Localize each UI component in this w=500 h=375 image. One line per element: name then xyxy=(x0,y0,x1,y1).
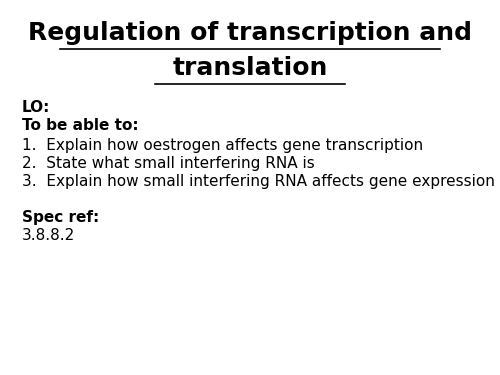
Text: Regulation of transcription and: Regulation of transcription and xyxy=(28,21,472,45)
Text: 2.  State what small interfering RNA is: 2. State what small interfering RNA is xyxy=(22,156,315,171)
Text: Spec ref:: Spec ref: xyxy=(22,210,99,225)
Text: 1.  Explain how oestrogen affects gene transcription: 1. Explain how oestrogen affects gene tr… xyxy=(22,138,423,153)
Text: 3.8.8.2: 3.8.8.2 xyxy=(22,228,75,243)
Text: translation: translation xyxy=(172,56,328,80)
Text: To be able to:: To be able to: xyxy=(22,118,138,133)
Text: LO:: LO: xyxy=(22,100,50,115)
Text: 3.  Explain how small interfering RNA affects gene expression: 3. Explain how small interfering RNA aff… xyxy=(22,174,495,189)
